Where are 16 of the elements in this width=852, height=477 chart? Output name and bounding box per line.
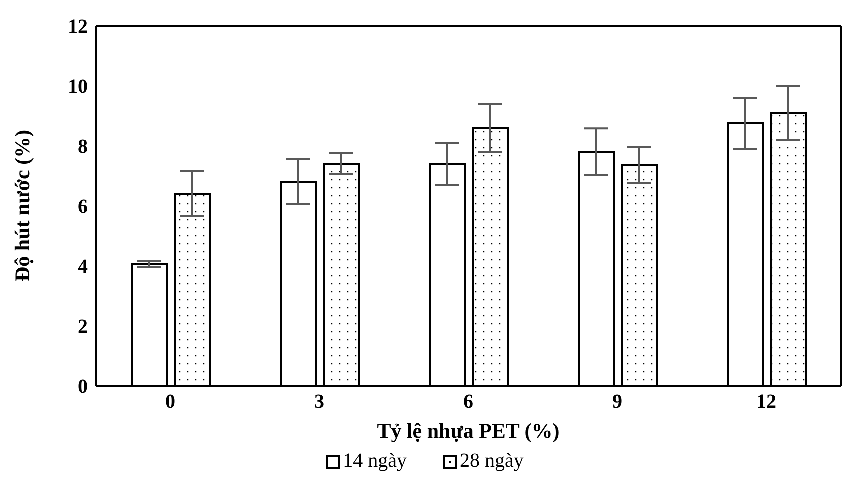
y-tick-label: 12 bbox=[68, 16, 88, 38]
y-axis-title: Độ hút nước (%) bbox=[10, 130, 34, 282]
y-tick-label: 8 bbox=[78, 136, 88, 158]
y-tick-label: 10 bbox=[68, 76, 88, 98]
y-tick-label: 6 bbox=[78, 196, 88, 218]
x-axis-title: Tỷ lệ nhựa PET (%) bbox=[377, 419, 560, 443]
legend-label: 14 ngày bbox=[343, 450, 407, 473]
x-tick-label: 9 bbox=[612, 391, 622, 414]
x-tick-label: 6 bbox=[464, 391, 474, 414]
x-tick-label: 0 bbox=[166, 391, 176, 414]
legend-label: 28 ngày bbox=[460, 450, 524, 473]
x-tick-label: 3 bbox=[314, 391, 324, 414]
y-tick-label: 0 bbox=[78, 376, 88, 398]
x-tick-label: 12 bbox=[756, 391, 776, 414]
y-tick-label: 2 bbox=[78, 316, 88, 338]
y-tick-label: 4 bbox=[78, 256, 88, 278]
